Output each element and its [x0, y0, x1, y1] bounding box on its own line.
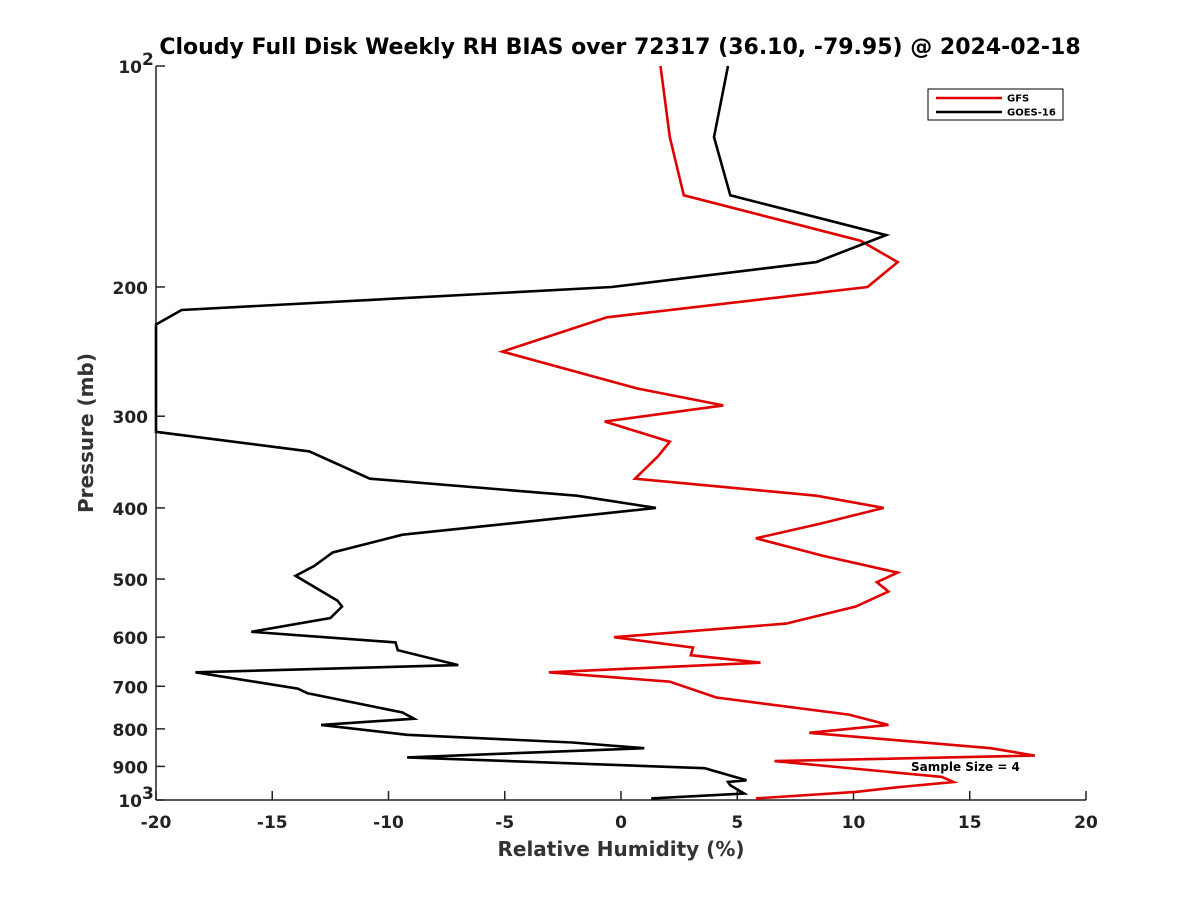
y-tick-exponent: 2 — [142, 50, 154, 70]
x-tick-label: 15 — [958, 813, 982, 833]
x-axis-ticks: -20 -15 -10 -5 0 5 10 15 20 — [141, 791, 1098, 833]
y-tick-label: 10 — [118, 792, 142, 812]
x-tick-label: -15 — [257, 813, 288, 833]
x-tick-label: -5 — [495, 813, 514, 833]
y-tick-label: 700 — [113, 678, 149, 698]
series-line-gfs — [497, 65, 1036, 800]
plot-area: -20 -15 -10 -5 0 5 10 15 20 10 220030040050060070… — [113, 50, 1098, 833]
y-tick-label: 800 — [113, 721, 149, 741]
x-tick-label: 10 — [842, 813, 866, 833]
y-tick-label: 400 — [113, 500, 149, 520]
series-line-goes-16 — [154, 65, 891, 800]
x-tick-label: 5 — [731, 813, 743, 833]
y-tick-label: 300 — [113, 408, 149, 428]
x-tick-label: 0 — [615, 813, 627, 833]
x-axis-label: Relative Humidity (%) — [497, 837, 744, 861]
legend: GFS GOES-16 — [927, 88, 1064, 121]
legend-label-gfs: GFS — [1007, 94, 1029, 105]
y-tick-label: 500 — [113, 571, 149, 591]
x-tick-label: -20 — [141, 813, 172, 833]
y-tick-exponent: 3 — [142, 784, 154, 804]
legend-box — [927, 88, 1064, 121]
legend-label-goes-16: GOES-16 — [1007, 108, 1056, 119]
series-lines — [154, 65, 1036, 800]
x-tick-label: 20 — [1074, 813, 1098, 833]
y-tick-label: 200 — [113, 279, 149, 299]
y-tick-label: 900 — [113, 758, 149, 778]
y-tick-label: 10 — [118, 58, 142, 78]
x-tick-label: -10 — [373, 813, 404, 833]
y-axis-label: Pressure (mb) — [74, 353, 98, 513]
sample-size-annotation: Sample Size = 4 — [911, 760, 1020, 774]
y-tick-label: 600 — [113, 629, 149, 649]
chart-title: Cloudy Full Disk Weekly RH BIAS over 723… — [159, 35, 1080, 60]
